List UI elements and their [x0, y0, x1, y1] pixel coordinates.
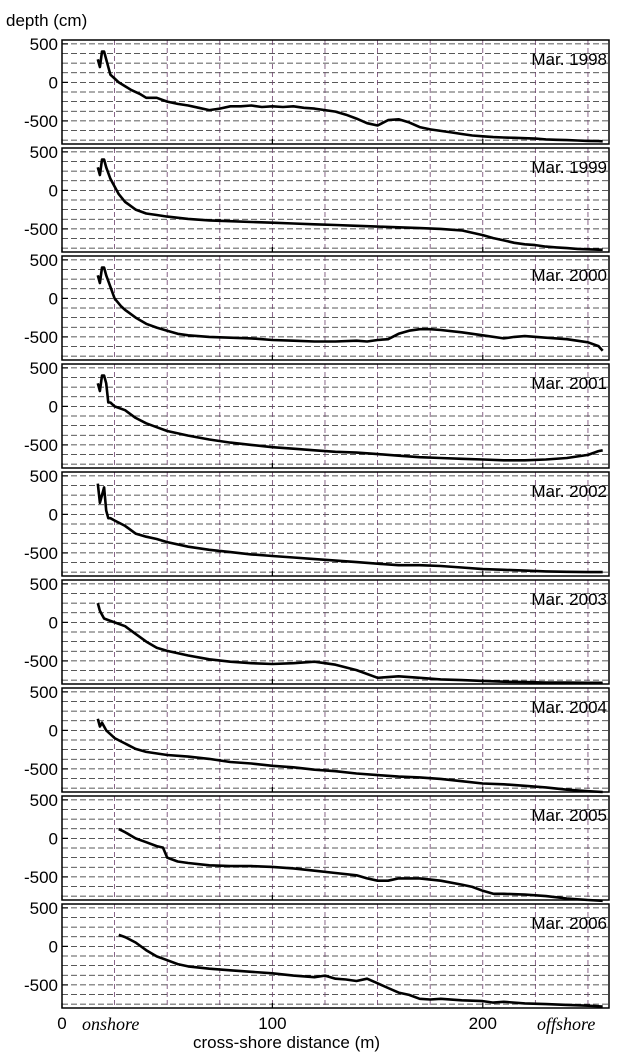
panel: 500 0 -500 Mar. 2001	[24, 359, 610, 469]
y-tick-label: -500	[24, 868, 58, 887]
panel-frame	[61, 579, 610, 685]
y-tick-label: -500	[24, 652, 58, 671]
y-tick-label: 500	[30, 35, 58, 54]
panels-group: 500 0 -500 Mar. 1998 500 0 -500 Mar. 1999 500 0 -5…	[24, 35, 610, 1009]
y-tick-label: -500	[24, 328, 58, 347]
panel: 500 0 -500 Mar. 2000	[24, 251, 610, 361]
series-line	[96, 50, 603, 143]
panel-frame	[61, 39, 610, 145]
panel-label: Mar. 1999	[531, 158, 607, 177]
panel-label: Mar. 2002	[531, 482, 607, 501]
series-line	[118, 827, 603, 903]
offshore-label: offshore	[537, 1014, 595, 1034]
panel-label: Mar. 2006	[531, 914, 607, 933]
panel-label: Mar. 2003	[531, 590, 607, 609]
x-axis-label: cross-shore distance (m)	[193, 1033, 380, 1052]
y-tick-label: 0	[49, 829, 58, 848]
panel-label: Mar. 2001	[531, 374, 607, 393]
y-tick-label: 500	[30, 251, 58, 270]
panel: 500 0 -500 Mar. 2003	[24, 575, 610, 685]
panel-frame	[61, 363, 610, 469]
y-tick-label: 500	[30, 899, 58, 918]
y-tick-label: -500	[24, 436, 58, 455]
panel: 500 0 -500 Mar. 2006	[24, 899, 610, 1009]
panel-frame	[61, 687, 610, 793]
panel-label: Mar. 2005	[531, 806, 607, 825]
x-axis: 0 100 200	[57, 1014, 497, 1033]
series-line	[96, 374, 603, 462]
series-line	[96, 602, 603, 685]
panel-frame	[61, 471, 610, 577]
y-tick-label: -500	[24, 220, 58, 239]
y-tick-label: 0	[49, 613, 58, 632]
y-tick-label: 500	[30, 575, 58, 594]
y-tick-label: -500	[24, 760, 58, 779]
series-line	[96, 718, 603, 794]
x-tick-label: 100	[258, 1014, 286, 1033]
x-tick-label: 0	[57, 1014, 66, 1033]
panel-label: Mar. 2000	[531, 266, 607, 285]
panel: 500 0 -500 Mar. 2004	[24, 683, 610, 794]
y-tick-label: -500	[24, 112, 58, 131]
onshore-label: onshore	[82, 1014, 139, 1034]
x-tick-label: 200	[469, 1014, 497, 1033]
panel-frame	[61, 255, 610, 361]
y-tick-label: -500	[24, 544, 58, 563]
y-tick-label: 0	[49, 397, 58, 416]
series-line	[118, 933, 603, 1008]
y-tick-label: 0	[49, 505, 58, 524]
y-axis-label: depth (cm)	[6, 11, 87, 30]
panel-frame	[61, 147, 610, 253]
y-tick-label: 0	[49, 937, 58, 956]
y-tick-label: 500	[30, 359, 58, 378]
y-tick-label: 500	[30, 467, 58, 486]
panel-frame	[61, 903, 610, 1009]
y-tick-label: 500	[30, 683, 58, 702]
series-line	[96, 158, 603, 251]
y-tick-label: 0	[49, 721, 58, 740]
y-tick-label: 0	[49, 289, 58, 308]
y-tick-label: 0	[49, 181, 58, 200]
panel: 500 0 -500 Mar. 2002	[24, 467, 610, 577]
y-tick-label: 500	[30, 791, 58, 810]
series-line	[96, 483, 603, 574]
series-line	[96, 266, 604, 352]
panel: 500 0 -500 Mar. 1999	[24, 143, 610, 253]
panel: 500 0 -500 Mar. 1998	[24, 35, 610, 145]
y-tick-label: -500	[24, 976, 58, 995]
panel-frame	[61, 795, 610, 901]
y-tick-label: 0	[49, 73, 58, 92]
panel-label: Mar. 1998	[531, 50, 607, 69]
panel-label: Mar. 2004	[531, 698, 607, 717]
y-tick-label: 500	[30, 143, 58, 162]
panel: 500 0 -500 Mar. 2005	[24, 791, 610, 903]
